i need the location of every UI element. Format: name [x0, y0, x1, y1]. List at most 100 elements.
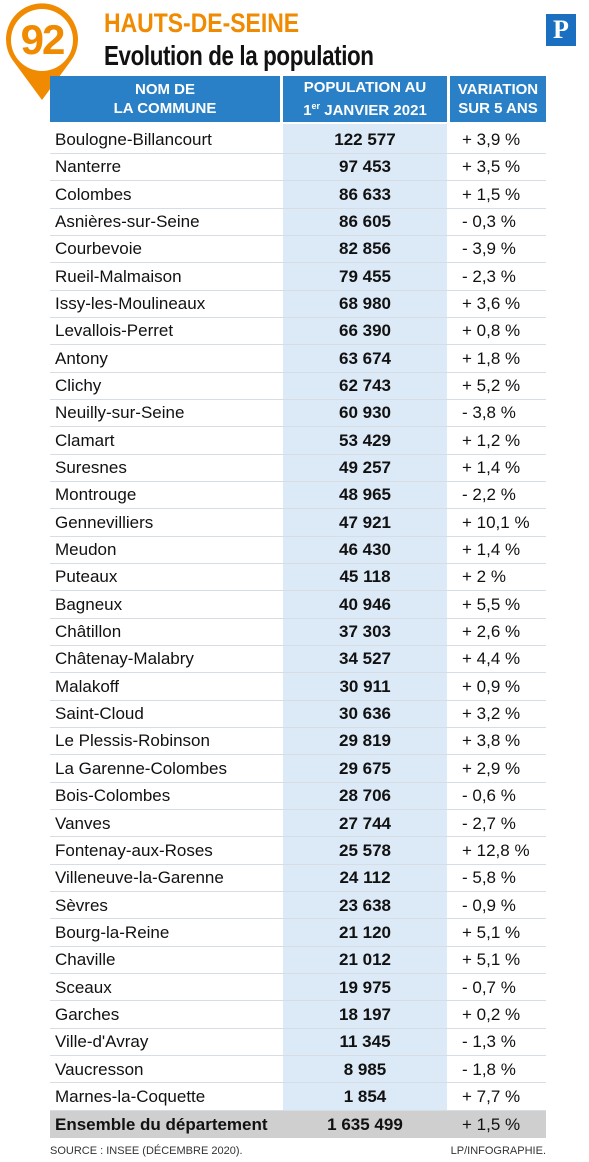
header-line: NOM DE — [135, 81, 195, 98]
commune-name: Bois-Colombes — [55, 786, 171, 806]
header-line: LA COMMUNE — [113, 100, 217, 117]
variation: + 1,4 % — [462, 458, 521, 478]
variation: + 3,5 % — [462, 157, 521, 177]
row-separator — [50, 344, 546, 346]
variation: + 3,9 % — [462, 130, 521, 149]
subtitle: Evolution de la population — [104, 40, 374, 71]
row-separator — [50, 617, 546, 619]
population: 25 578 — [339, 840, 391, 860]
commune-name: Marnes-la-Coquette — [55, 1086, 206, 1106]
population: 122 577 — [334, 130, 396, 149]
population: 82 856 — [339, 239, 391, 259]
row-separator — [50, 918, 546, 920]
commune-name: Boulogne-Billancourt — [55, 130, 212, 149]
commune-name: Fontenay-aux-Roses — [55, 840, 213, 860]
variation: + 1,4 % — [462, 540, 521, 560]
row-separator — [50, 508, 546, 510]
population: 86 605 — [339, 212, 391, 232]
commune-name: Le Plessis-Robinson — [55, 731, 210, 751]
commune-name: Vaucresson — [55, 1059, 144, 1079]
column-header: VARIATION SUR 5 ANS — [450, 76, 546, 122]
variation: - 0,7 % — [462, 977, 516, 997]
variation: + 10,1 % — [462, 512, 530, 532]
variation: + 12,8 % — [462, 840, 530, 860]
population: 19 975 — [339, 977, 391, 997]
column-header: NOM DE LA COMMUNE — [50, 76, 280, 122]
population: 66 390 — [339, 321, 391, 341]
variation: + 5,1 % — [462, 922, 521, 942]
population: 29 675 — [339, 758, 391, 778]
variation: - 1,8 % — [462, 1059, 516, 1079]
variation: + 3,8 % — [462, 731, 521, 751]
commune-name: Châtillon — [55, 622, 122, 642]
variation: + 7,7 % — [462, 1086, 521, 1106]
commune-name: Levallois-Perret — [55, 321, 174, 341]
variation: - 3,8 % — [462, 403, 516, 423]
population: 1 854 — [343, 1086, 387, 1106]
commune-name: Suresnes — [55, 458, 127, 478]
population: 30 911 — [339, 676, 391, 696]
commune-name: La Garenne-Colombes — [55, 758, 227, 778]
commune-name: Ville-d'Avray — [55, 1032, 149, 1052]
variation: + 1,2 % — [462, 430, 521, 450]
variation: + 2 % — [462, 567, 506, 587]
row-separator — [50, 562, 546, 564]
population-column-bg — [283, 124, 447, 1127]
row-separator — [50, 1082, 546, 1084]
variation: + 5,1 % — [462, 950, 521, 970]
total-population: 1 635 499 — [327, 1115, 403, 1135]
source: SOURCE : INSEE (DÉCEMBRE 2020). — [50, 1145, 243, 1157]
logo: P — [546, 14, 576, 46]
variation: + 0,8 % — [462, 321, 521, 341]
variation: + 0,2 % — [462, 1004, 521, 1024]
variation: + 1,8 % — [462, 348, 521, 368]
variation: + 0,9 % — [462, 676, 521, 696]
population: 34 527 — [339, 649, 391, 669]
commune-name: Vanves — [55, 813, 111, 833]
population: 53 429 — [339, 430, 391, 450]
title: HAUTS-DE-SEINE — [104, 8, 300, 38]
population: 86 633 — [339, 184, 391, 204]
population: 60 930 — [339, 403, 391, 423]
commune-name: Montrouge — [55, 485, 137, 505]
population: 63 674 — [339, 348, 391, 368]
commune-name: Garches — [55, 1004, 120, 1024]
commune-name: Saint-Cloud — [55, 704, 144, 724]
commune-name: Malakoff — [55, 676, 119, 696]
commune-name: Meudon — [55, 540, 117, 560]
row-separator — [50, 152, 546, 154]
badge-pin — [5, 3, 78, 100]
population: 11 345 — [339, 1032, 391, 1052]
commune-name: Neuilly-sur-Seine — [55, 403, 185, 423]
row-separator — [50, 809, 546, 810]
population: 40 946 — [339, 594, 391, 614]
commune-name: Puteaux — [55, 567, 118, 587]
variation: + 3,6 % — [462, 294, 521, 314]
commune-name: Clamart — [55, 430, 115, 450]
population: 8 985 — [343, 1059, 387, 1079]
population: 24 112 — [339, 868, 391, 888]
row-separator — [50, 180, 546, 182]
total-name: Ensemble du département — [55, 1115, 268, 1135]
variation: + 2,6 % — [462, 622, 521, 642]
variation: + 1,5 % — [462, 184, 521, 204]
row-separator — [50, 207, 546, 209]
variation: + 2,9 % — [462, 758, 521, 778]
row-separator — [50, 699, 546, 701]
population: 48 965 — [339, 485, 391, 505]
population: 46 430 — [339, 540, 391, 560]
row-separator — [50, 398, 546, 400]
population: 45 118 — [339, 567, 391, 587]
variation: + 5,5 % — [462, 594, 521, 614]
variation: - 3,9 % — [462, 239, 516, 259]
commune-name: Issy-les-Moulineaux — [55, 294, 206, 314]
row-separator — [50, 672, 546, 674]
variation: - 0,6 % — [462, 786, 516, 806]
row-separator — [50, 316, 546, 318]
commune-name: Villeneuve-la-Garenne — [55, 868, 224, 888]
population: 28 706 — [339, 786, 391, 806]
row-separator — [50, 590, 546, 592]
variation: - 5,8 % — [462, 868, 516, 888]
variation: - 1,3 % — [462, 1032, 516, 1052]
